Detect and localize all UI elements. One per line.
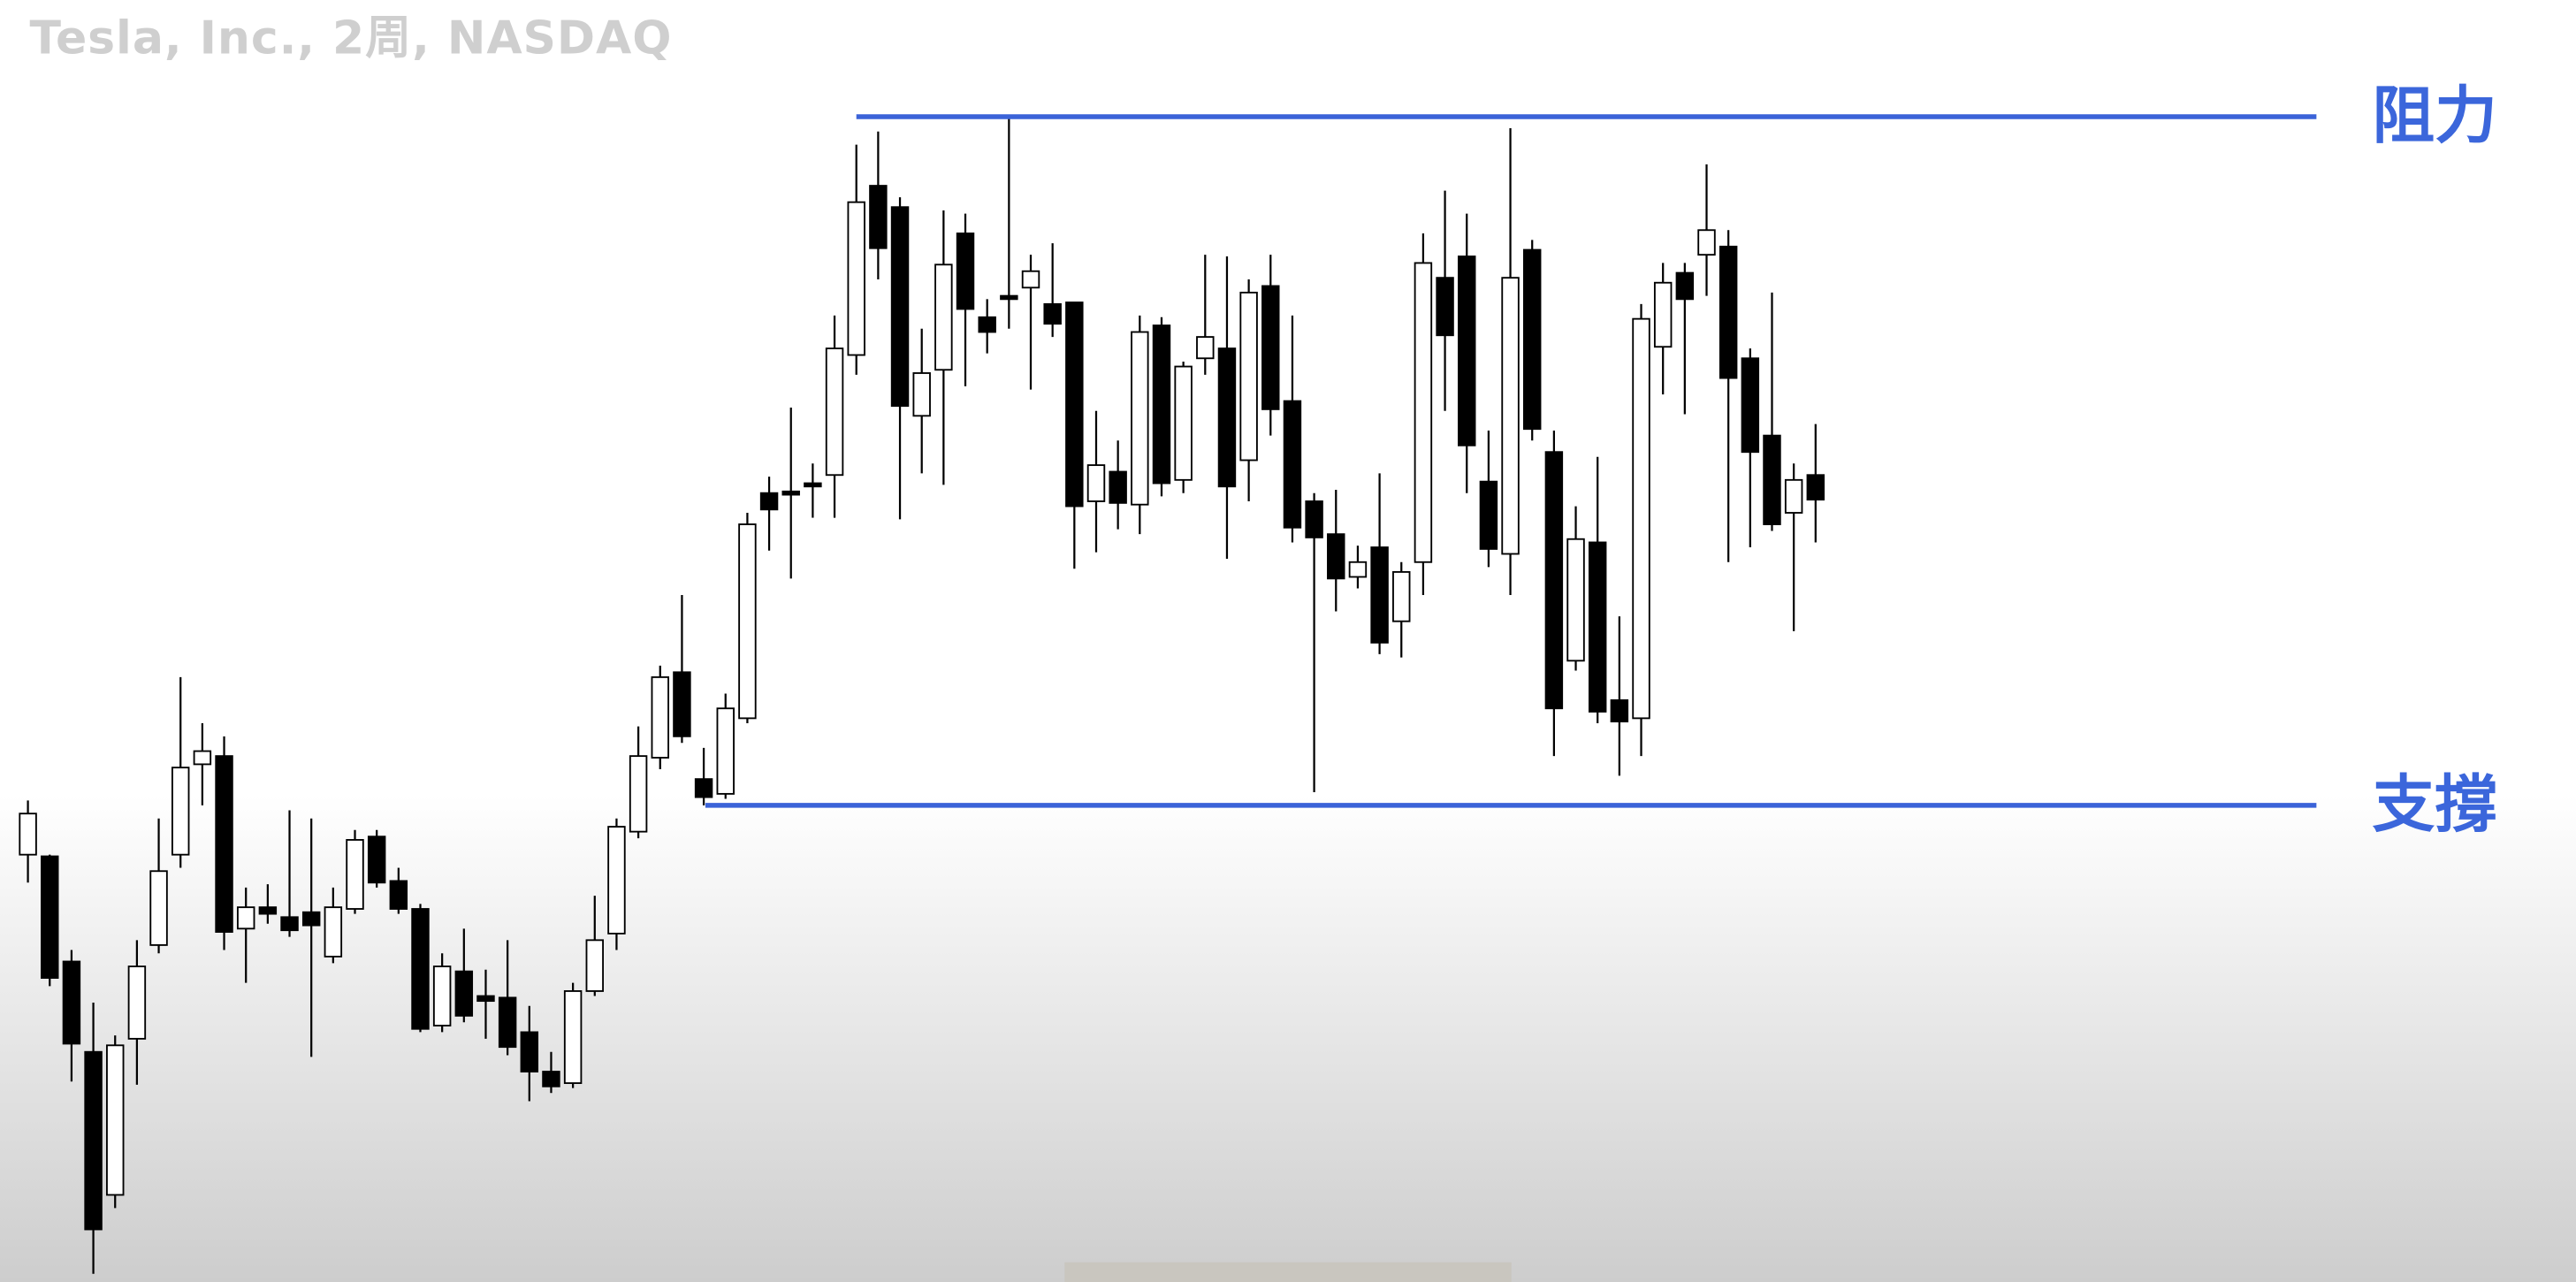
candle-body xyxy=(1348,561,1368,578)
candle-body xyxy=(1283,400,1302,529)
candle-body xyxy=(651,675,669,759)
candle-body xyxy=(193,750,212,766)
candle-body xyxy=(1000,294,1018,301)
candle-body xyxy=(324,906,343,958)
candle-body xyxy=(498,996,517,1049)
candle-body xyxy=(476,995,495,1003)
candle-body xyxy=(1436,277,1454,337)
candle-body xyxy=(1109,470,1127,504)
candle-body xyxy=(716,707,735,795)
candle-body xyxy=(1261,285,1280,410)
candle-body xyxy=(956,233,975,310)
candle-body xyxy=(280,916,299,932)
candle-body xyxy=(1370,546,1389,644)
candle-body xyxy=(258,906,278,915)
scroll-bar[interactable] xyxy=(1064,1262,1512,1282)
candle-body xyxy=(301,911,321,927)
candle-body xyxy=(41,855,59,980)
candle-body xyxy=(236,906,255,930)
candle-body xyxy=(127,965,147,1040)
candle-body xyxy=(1086,464,1106,502)
candle-body xyxy=(454,970,474,1017)
candle-body xyxy=(1152,324,1171,485)
candle-body xyxy=(825,347,844,477)
candle-body xyxy=(1697,229,1716,256)
candle-body xyxy=(84,1050,103,1231)
candle-body xyxy=(1458,256,1476,446)
level-label: 阻力 xyxy=(2373,79,2497,152)
candle-body xyxy=(1305,500,1323,538)
candle-body xyxy=(1806,474,1825,501)
candle-body xyxy=(847,201,865,356)
candle-body xyxy=(432,965,452,1026)
candle-body xyxy=(804,482,822,488)
candle-body xyxy=(1588,541,1607,713)
candle-body xyxy=(1719,245,1738,379)
candle-body xyxy=(411,908,430,1030)
candle-body xyxy=(1065,301,1084,507)
candle-body xyxy=(607,826,626,935)
candle-body xyxy=(1327,533,1345,580)
chart-title: Tesla, Inc., 2周, NASDAQ xyxy=(29,11,672,65)
candle-body xyxy=(367,836,386,884)
candle-body xyxy=(629,755,648,833)
candle-body xyxy=(1784,478,1803,514)
candle-body xyxy=(738,523,757,720)
candle-body xyxy=(1131,331,1149,506)
candle-body xyxy=(1239,291,1258,462)
candle-body xyxy=(585,939,605,992)
candle-body xyxy=(1043,302,1062,325)
candle-body xyxy=(346,839,364,910)
candle-body xyxy=(890,206,910,408)
candle-body xyxy=(869,185,888,249)
candle-body xyxy=(694,778,713,798)
candle-body xyxy=(1196,336,1215,360)
candle-body xyxy=(149,870,168,946)
candle-body xyxy=(781,490,800,496)
candle-body xyxy=(1566,538,1585,662)
candle-body xyxy=(1653,281,1673,348)
candle-body xyxy=(673,671,691,737)
candle-body xyxy=(759,492,779,511)
candle-body xyxy=(1610,698,1629,723)
candle-body xyxy=(389,880,408,910)
candle-body xyxy=(520,1031,539,1072)
candle-body xyxy=(62,960,81,1045)
candle-body xyxy=(1021,270,1040,289)
candle-body xyxy=(106,1044,125,1196)
candle-body xyxy=(1741,357,1760,454)
candle-body xyxy=(1217,347,1237,488)
candle-body xyxy=(542,1071,560,1087)
candle-body xyxy=(19,813,37,856)
candle-body xyxy=(1544,451,1564,710)
candle-body xyxy=(1174,365,1193,481)
candle-body xyxy=(912,372,931,417)
candle-body xyxy=(1522,248,1542,431)
candle-body xyxy=(1763,434,1781,525)
candle-body xyxy=(978,316,996,333)
candle-body xyxy=(215,755,233,933)
candle-body xyxy=(1632,317,1650,720)
candle-body xyxy=(934,263,953,371)
candle-body xyxy=(1675,271,1695,301)
level-label: 支撐 xyxy=(2373,767,2497,841)
candle-body xyxy=(563,990,583,1084)
candle-body xyxy=(171,767,190,856)
candle-body xyxy=(1501,277,1520,555)
candle-body xyxy=(1479,480,1498,550)
candle-body xyxy=(1392,570,1411,622)
candle-body xyxy=(1414,262,1433,563)
